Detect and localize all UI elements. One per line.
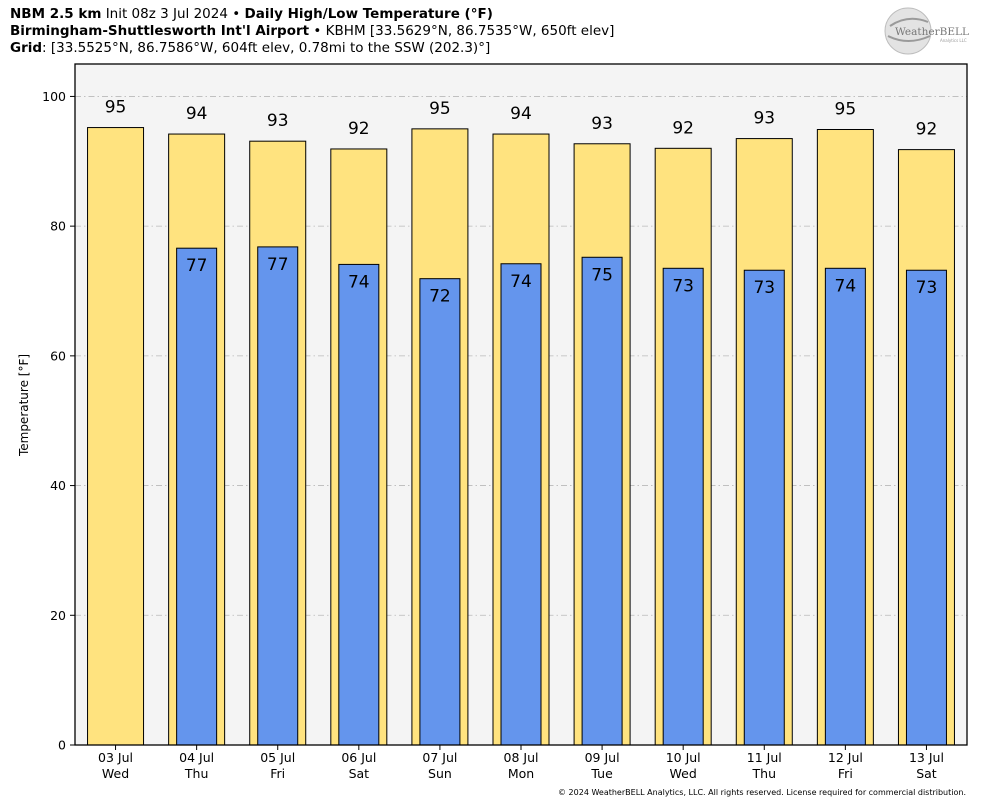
low-temp-label: 77 [267, 255, 289, 275]
x-tick-day: Sun [428, 766, 452, 781]
x-tick-day: Wed [670, 766, 697, 781]
x-tick-day: Fri [838, 766, 853, 781]
x-tick-day: Sat [349, 766, 370, 781]
x-tick-day: Thu [184, 766, 208, 781]
station-details: KBHM [33.5629°N, 86.7535°W, 650ft elev] [325, 23, 615, 39]
grid-details: : [33.5525°N, 86.7586°W, 604ft elev, 0.7… [42, 40, 491, 56]
low-temp-label: 75 [591, 265, 613, 285]
low-temp-bar [419, 278, 461, 746]
header-line-2: Birmingham-Shuttlesworth Int'l Airport •… [10, 23, 614, 40]
x-tick-day: Fri [270, 766, 285, 781]
x-tick-date: 11 Jul [747, 750, 782, 765]
y-axis: 0 20 40 60 80 100 [42, 89, 75, 753]
low-temp-bar [581, 256, 623, 746]
low-temp-label: 72 [429, 287, 451, 307]
x-tick-date: 03 Jul [98, 750, 133, 765]
logo-subtext: Analytics LLC [940, 38, 967, 43]
low-temp-bar [662, 267, 704, 746]
x-tick-date: 05 Jul [260, 750, 295, 765]
low-temp-bar [824, 267, 866, 746]
y-tick-label: 20 [50, 608, 66, 623]
model-name: NBM 2.5 km [10, 6, 102, 22]
low-temp-label: 74 [348, 272, 370, 292]
low-temp-bar [743, 269, 785, 746]
y-tick-label: 100 [42, 89, 66, 104]
low-temp-label: 73 [672, 276, 694, 296]
copyright-footer: © 2024 WeatherBELL Analytics, LLC. All r… [558, 788, 966, 797]
x-tick-day: Sat [916, 766, 937, 781]
product-title: Daily High/Low Temperature (°F) [244, 6, 493, 22]
x-tick-date: 13 Jul [909, 750, 944, 765]
low-temp-bar [176, 247, 218, 746]
x-tick-day: Mon [508, 766, 534, 781]
x-tick-date: 06 Jul [341, 750, 376, 765]
high-temp-label: 93 [267, 111, 289, 131]
high-temp-label: 94 [186, 104, 208, 124]
high-temp-label: 93 [591, 114, 613, 134]
low-temp-bar [338, 263, 380, 746]
low-temp-label: 77 [186, 256, 208, 276]
y-axis-label: Temperature [°F] [17, 354, 31, 457]
bars [87, 127, 955, 746]
x-tick-date: 08 Jul [504, 750, 539, 765]
grid-label: Grid [10, 40, 43, 56]
high-temp-label: 92 [672, 118, 694, 138]
x-tick-date: 04 Jul [179, 750, 214, 765]
header-separator: • [313, 23, 322, 39]
high-temp-label: 92 [348, 119, 370, 139]
logo-text: WeatherBELL [895, 26, 969, 38]
station-name: Birmingham-Shuttlesworth Int'l Airport [10, 23, 310, 39]
x-tick-date: 07 Jul [422, 750, 457, 765]
y-tick-label: 60 [50, 348, 66, 363]
weatherbell-logo: WeatherBELL Analytics LLC [884, 7, 969, 55]
header-line-3: Grid: [33.5525°N, 86.7586°W, 604ft elev,… [10, 40, 490, 57]
y-tick-label: 0 [58, 738, 66, 753]
low-temp-bar [905, 269, 947, 746]
x-tick-date: 10 Jul [666, 750, 701, 765]
x-tick-date: 09 Jul [585, 750, 620, 765]
init-time: Init 08z 3 Jul 2024 [105, 6, 228, 22]
y-tick-label: 80 [50, 219, 66, 234]
high-temp-label: 94 [510, 104, 532, 124]
x-tick-day: Tue [590, 766, 613, 781]
low-temp-label: 73 [753, 278, 775, 298]
header-separator: • [232, 6, 241, 22]
low-temp-label: 74 [835, 276, 857, 296]
high-temp-label: 95 [835, 100, 857, 120]
header-line-1: NBM 2.5 km Init 08z 3 Jul 2024 • Daily H… [10, 6, 493, 23]
value-labels: 95 94 77 93 77 92 74 95 72 94 74 93 75 92 73 93 73 95 74 92… [105, 98, 938, 307]
low-temp-bar [500, 263, 542, 746]
x-tick-day: Thu [752, 766, 776, 781]
low-temp-label: 73 [916, 278, 938, 298]
low-temp-bar [257, 246, 299, 746]
x-tick-day: Wed [102, 766, 129, 781]
y-tick-label: 40 [50, 478, 66, 493]
low-temp-label: 74 [510, 272, 532, 292]
high-temp-label: 93 [753, 109, 775, 129]
high-temp-label: 95 [429, 99, 451, 119]
high-temp-label: 92 [916, 120, 938, 140]
x-tick-date: 12 Jul [828, 750, 863, 765]
high-temp-label: 95 [105, 98, 127, 118]
high-temp-bar [87, 127, 145, 746]
